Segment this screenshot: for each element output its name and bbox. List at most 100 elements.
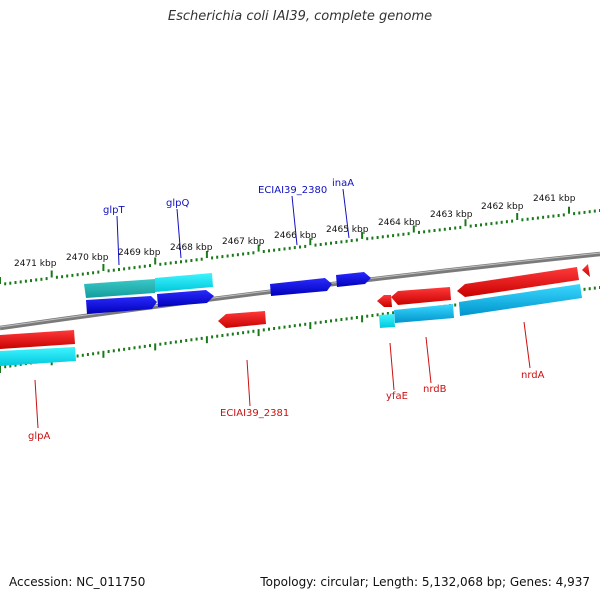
- reverse-features: [0, 264, 590, 366]
- ruler-minor-tick: [273, 327, 276, 330]
- ruler-minor-tick: [573, 212, 576, 216]
- gene-glpQ[interactable]: [157, 290, 214, 307]
- gene-ECIAI39_2380[interactable]: [270, 278, 332, 296]
- ruler-minor-tick: [216, 255, 219, 259]
- ruler-minor-tick: [593, 209, 596, 213]
- ruler-minor-tick: [159, 342, 162, 346]
- ruler-minor-tick: [438, 228, 441, 232]
- ruler-minor-tick: [335, 318, 338, 322]
- ruler-minor-tick: [407, 232, 410, 236]
- ruler-minor-tick: [107, 350, 110, 353]
- ruler-minor-tick: [81, 272, 84, 276]
- ruler-minor-tick: [511, 219, 514, 223]
- ruler-minor-tick: [392, 311, 395, 315]
- ruler-minor-tick: [288, 324, 291, 328]
- ruler-minor-tick: [293, 324, 296, 328]
- ruler-major-tick: [361, 231, 364, 239]
- ruler-minor-tick: [112, 349, 115, 353]
- ruler-minor-tick: [242, 252, 245, 256]
- ruler-minor-tick: [92, 271, 95, 275]
- cds-nrdA[interactable]: [459, 284, 582, 316]
- ruler-minor-tick: [386, 234, 389, 238]
- cds-glpQ[interactable]: [155, 273, 213, 292]
- ruler-minor-tick: [221, 334, 224, 337]
- ruler-minor-tick: [97, 351, 100, 355]
- ruler-minor-tick: [40, 277, 43, 281]
- ruler-minor-tick: [319, 320, 322, 324]
- ruler-minor-tick: [397, 233, 400, 237]
- gene-nrdA[interactable]: [457, 267, 579, 297]
- ruler-minor-tick: [61, 275, 64, 279]
- gene-partial-right[interactable]: [582, 264, 590, 277]
- cds-glpA[interactable]: [0, 347, 76, 366]
- ruler-minor-tick: [262, 328, 265, 332]
- ruler-major-tick: [361, 315, 364, 323]
- gene-label-glpA[interactable]: glpA: [28, 431, 50, 442]
- kbp-label: 2463 kbp: [430, 210, 473, 220]
- ruler-minor-tick: [268, 327, 270, 331]
- ruler-minor-tick: [324, 320, 327, 324]
- gene-ECIAI39_2381[interactable]: [218, 311, 266, 328]
- ruler-minor-tick: [76, 354, 79, 358]
- ruler-major-tick: [309, 238, 312, 246]
- map-title: Escherichia coli IAI39, complete genome: [167, 9, 433, 24]
- ruler-minor-tick: [216, 334, 219, 338]
- ruler-minor-tick: [376, 313, 379, 317]
- ruler-minor-tick: [381, 312, 384, 316]
- ruler-major-tick: [568, 206, 570, 214]
- gene-label-ECIAI39_2381[interactable]: ECIAI39_2381: [220, 408, 289, 419]
- cds-glpT[interactable]: [84, 279, 155, 298]
- ruler-minor-tick: [562, 213, 565, 217]
- ruler-minor-tick: [474, 224, 477, 227]
- gene-inaA[interactable]: [336, 272, 371, 287]
- cds-yfaE[interactable]: [379, 314, 395, 328]
- cds-nrdB[interactable]: [394, 304, 454, 323]
- ruler-minor-tick: [335, 241, 338, 244]
- ruler-major-tick: [0, 366, 1, 373]
- ruler-minor-tick: [4, 365, 7, 369]
- gene-label-ECIAI39_2380[interactable]: ECIAI39_2380: [258, 185, 327, 196]
- ruler-minor-tick: [304, 322, 307, 326]
- ruler-minor-tick: [252, 329, 255, 333]
- ruler-minor-tick: [340, 318, 343, 321]
- ruler-minor-tick: [143, 264, 146, 268]
- ruler-minor-tick: [107, 269, 110, 273]
- ruler-minor-tick: [174, 340, 177, 344]
- gene-label-glpT[interactable]: glpT: [103, 205, 125, 216]
- ruler-minor-tick: [247, 251, 250, 255]
- ruler-minor-tick: [226, 333, 229, 337]
- ruler-minor-tick: [169, 261, 172, 265]
- ruler-minor-tick: [433, 229, 436, 232]
- gene-label-nrdA[interactable]: nrdA: [521, 370, 545, 381]
- gene-glpA[interactable]: [0, 330, 75, 349]
- ruler-minor-tick: [423, 230, 426, 234]
- gene-label-inaA[interactable]: inaA: [332, 178, 354, 189]
- gene-nrdB[interactable]: [391, 287, 451, 305]
- ruler-minor-tick: [195, 337, 198, 341]
- gene-label-nrdB[interactable]: nrdB: [423, 384, 447, 395]
- ruler-major-tick: [257, 329, 260, 337]
- kbp-label: 2465 kbp: [326, 225, 369, 235]
- ruler-minor-tick: [552, 214, 555, 218]
- accession-text: Accession: NC_011750: [9, 575, 146, 589]
- ruler-minor-tick: [355, 316, 358, 319]
- gene-glpT[interactable]: [86, 296, 157, 314]
- ruler-minor-tick: [128, 266, 131, 270]
- ruler-major-tick: [309, 322, 312, 330]
- gene-label-glpQ[interactable]: glpQ: [166, 198, 189, 209]
- ruler-minor-tick: [371, 314, 374, 317]
- ruler-minor-tick: [299, 323, 301, 327]
- ruler-minor-tick: [299, 245, 301, 249]
- gene-yfaE[interactable]: [377, 295, 392, 307]
- ruler-minor-tick: [500, 220, 503, 224]
- ruler-minor-tick: [392, 234, 395, 238]
- ruler-minor-tick: [211, 256, 214, 260]
- ruler-minor-tick: [505, 220, 508, 224]
- ruler-minor-tick: [19, 280, 22, 284]
- gene-label-yfaE[interactable]: yfaE: [386, 391, 408, 402]
- ruler-minor-tick: [242, 331, 245, 335]
- ruler-minor-tick: [324, 242, 327, 246]
- ruler-minor-tick: [231, 253, 234, 257]
- ruler-minor-tick: [314, 321, 317, 325]
